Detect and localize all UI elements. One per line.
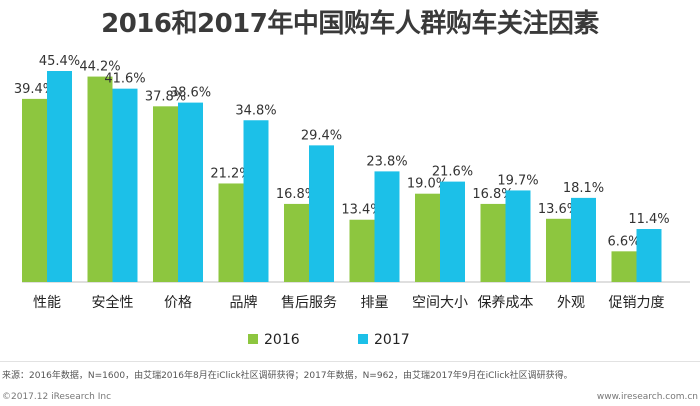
category-label-5: 排量 <box>361 295 389 311</box>
data-label-2017-3: 34.8% <box>235 103 276 118</box>
bar-2016-3 <box>218 183 244 282</box>
data-label-2017-7: 19.7% <box>497 173 538 188</box>
bar-2016-1 <box>87 76 113 283</box>
data-label-2017-2: 38.6% <box>170 86 211 101</box>
data-label-2016-1: 44.2% <box>79 60 120 75</box>
copyright-text: ©2017.12 iResearch Inc <box>2 392 112 402</box>
data-label-2016-2: 37.8% <box>145 89 186 104</box>
data-label-2017-1: 41.6% <box>104 72 145 87</box>
data-label-2016-6: 19.0% <box>407 177 448 192</box>
bar-2017-7 <box>505 190 531 282</box>
legend-swatch-2016 <box>248 334 258 344</box>
bar-2017-8 <box>571 197 596 282</box>
bar-2016-5 <box>349 219 375 282</box>
bar-2017-9 <box>636 229 662 282</box>
category-label-6: 空间大小 <box>412 295 468 311</box>
data-label-2016-7: 16.8% <box>472 187 513 202</box>
bar-2016-7 <box>480 203 506 282</box>
data-label-2016-8: 13.6% <box>538 202 579 217</box>
category-label-3: 品牌 <box>230 294 258 311</box>
data-label-2017-9: 11.4% <box>628 212 669 227</box>
legend-label-2017: 2017 <box>374 332 410 348</box>
category-label-1: 安全性 <box>92 294 134 311</box>
category-label-4: 售后服务 <box>281 295 337 311</box>
data-label-2016-9: 6.6% <box>607 234 640 249</box>
data-label-2017-0: 45.4% <box>39 54 80 69</box>
bar-2017-3 <box>243 120 269 283</box>
category-label-2: 价格 <box>164 295 192 311</box>
category-label-9: 促销力度 <box>609 295 665 311</box>
footer-divider <box>0 361 700 362</box>
bar-2017-1 <box>112 88 138 282</box>
legend-swatch-2017 <box>358 334 368 344</box>
category-label-0: 性能 <box>33 295 61 311</box>
data-label-2017-6: 21.6% <box>432 165 473 180</box>
category-label-8: 外观 <box>557 295 585 311</box>
data-label-2017-8: 18.1% <box>563 181 604 196</box>
bar-2017-2 <box>178 102 203 283</box>
bar-2016-9 <box>611 251 637 282</box>
bar-chart: 39.4% 45.4% 性能 44.2%41.6% 安全性 37.8%38.6% 价格 21.… <box>14 54 690 348</box>
bar-2016-4 <box>284 203 309 282</box>
source-note: 来源：2016年数据，N=1600，由艾瑞2016年8月在iClick社区调研获… <box>2 371 573 381</box>
bar-2016-0 <box>22 98 47 282</box>
bar-2016-8 <box>546 218 571 282</box>
site-url: www.iresearch.com.cn <box>596 392 698 402</box>
bar-2017-6 <box>440 181 465 282</box>
data-label-2017-4: 29.4% <box>301 128 342 143</box>
bar-2016-2 <box>153 106 178 282</box>
bar-2016-6 <box>415 193 440 282</box>
chart-title: 2016和2017年中国购车人群购车关注因素 <box>101 9 599 39</box>
data-label-2017-5: 23.8% <box>366 154 407 169</box>
category-label-7: 保养成本 <box>478 295 534 311</box>
data-label-2016-0: 39.4% <box>14 82 55 97</box>
data-label-2016-3: 21.2% <box>210 166 251 181</box>
bar-2017-4 <box>309 145 334 282</box>
data-label-2016-5: 13.4% <box>341 203 382 218</box>
data-label-2016-4: 16.8% <box>276 187 317 202</box>
legend-label-2016: 2016 <box>264 332 300 348</box>
bar-2017-0 <box>47 71 72 282</box>
bar-2017-5 <box>374 171 400 282</box>
